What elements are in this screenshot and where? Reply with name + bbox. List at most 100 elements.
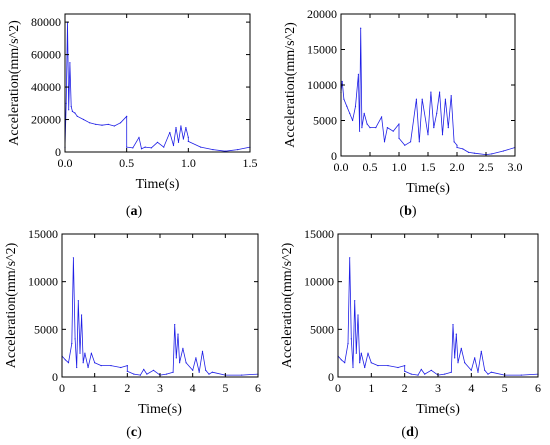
data-point: [185, 127, 187, 129]
x-axis-label: Time(s): [138, 402, 182, 417]
y-tick-label: 5000: [34, 322, 58, 336]
data-point: [349, 112, 351, 114]
x-tick-label: 2: [124, 381, 130, 395]
y-tick-label: 0: [328, 370, 334, 384]
data-point: [90, 352, 92, 354]
data-point: [444, 373, 446, 375]
x-tick-label: 0.0: [334, 160, 349, 174]
data-point: [468, 151, 470, 153]
data-point: [357, 73, 359, 75]
x-tick-label: 1.5: [243, 156, 258, 170]
data-point: [174, 324, 176, 326]
data-point: [340, 359, 342, 361]
x-tick-label: 0: [59, 381, 65, 395]
x-tick-label: 1.0: [392, 160, 407, 174]
series-line: [337, 257, 539, 376]
series-line: [64, 21, 251, 152]
y-tick-label: 60000: [31, 48, 61, 62]
x-tick-label: 5: [222, 381, 228, 395]
x-tick-label: 3: [435, 381, 441, 395]
data-point: [179, 362, 181, 364]
data-point: [195, 357, 197, 359]
x-tick-label: 1.0: [181, 156, 196, 170]
data-point: [421, 98, 423, 100]
data-point: [474, 357, 476, 359]
data-point: [177, 141, 180, 143]
x-tick-label: 0.5: [363, 160, 378, 174]
x-axis-label: Time(s): [136, 177, 180, 192]
caption-letter: d: [406, 425, 414, 440]
data-point: [187, 140, 189, 142]
x-tick-label: 0: [335, 381, 341, 395]
data-point: [175, 127, 177, 129]
data-point: [87, 366, 89, 369]
data-point: [357, 314, 359, 316]
data-point: [341, 80, 343, 83]
data-point: [490, 371, 492, 373]
data-point: [144, 146, 146, 148]
caption-letter: c: [131, 425, 137, 440]
data-point: [364, 366, 366, 369]
data-point: [211, 371, 213, 373]
data-point: [456, 146, 458, 149]
caption-open-paren: (: [126, 425, 131, 440]
data-point: [360, 27, 362, 29]
data-point: [192, 369, 194, 371]
data-point: [375, 127, 377, 129]
y-tick-label: 15000: [304, 227, 334, 241]
data-point: [205, 369, 207, 371]
y-axis-label: Acceleration(mm/s^2): [283, 22, 298, 148]
data-point: [138, 136, 140, 138]
data-point: [241, 374, 243, 376]
x-axis-label: Time(s): [406, 181, 450, 196]
data-point: [415, 98, 417, 100]
data-point: [520, 374, 522, 376]
data-point: [180, 125, 182, 127]
data-point: [424, 373, 426, 375]
data-point: [82, 362, 84, 364]
data-point: [352, 119, 354, 122]
data-point: [126, 115, 128, 117]
data-point: [361, 127, 363, 129]
y-tick-label: 0: [331, 149, 337, 163]
data-point: [76, 366, 78, 369]
data-point: [383, 141, 386, 143]
x-tick-label: 1: [368, 381, 374, 395]
data-point: [146, 373, 148, 375]
data-point: [447, 127, 449, 129]
data-point: [404, 365, 406, 367]
chart-panel-b: 0.0 0.5 1.0 1.5 2.0 2.5 3.0 0 5000 10000 15000 2000…: [283, 7, 523, 219]
data-point: [165, 373, 168, 375]
data-point: [201, 350, 204, 352]
data-point: [89, 122, 91, 124]
data-point: [470, 369, 472, 371]
data-point: [502, 150, 504, 152]
data-point: [487, 373, 489, 375]
data-point: [455, 333, 457, 335]
data-point: [175, 357, 177, 359]
plot-frame: [64, 13, 251, 153]
data-point: [484, 369, 486, 371]
data-point: [377, 365, 379, 367]
caption-open-paren: (: [126, 204, 131, 219]
data-point: [200, 146, 202, 148]
data-point: [82, 118, 85, 121]
data-point: [65, 102, 67, 104]
caption-open-paren: (: [399, 204, 404, 219]
data-point: [430, 369, 432, 371]
data-point: [420, 368, 422, 370]
data-point: [359, 362, 361, 364]
panel-caption: (d): [401, 425, 418, 440]
data-point: [150, 147, 152, 149]
caption-close-paren: ): [137, 425, 142, 440]
data-point: [133, 373, 135, 375]
data-point: [433, 127, 435, 129]
data-point: [110, 365, 112, 367]
data-point: [100, 365, 102, 367]
data-point: [71, 343, 73, 345]
data-point: [456, 144, 458, 146]
x-tick-label: 3.0: [508, 160, 523, 174]
data-point: [182, 138, 184, 140]
data-point: [79, 352, 81, 354]
data-point: [163, 146, 165, 148]
